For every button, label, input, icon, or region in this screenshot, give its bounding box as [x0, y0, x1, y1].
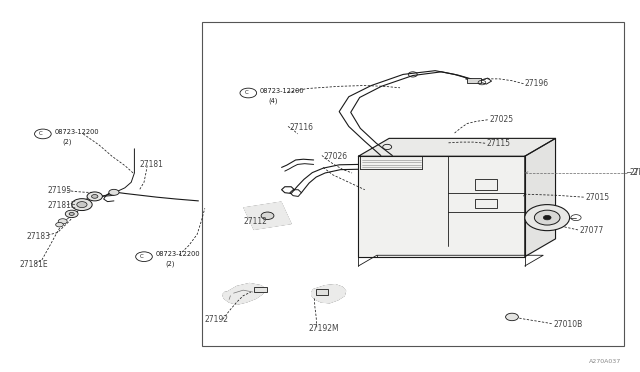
Text: 27192: 27192 [205, 315, 229, 324]
Circle shape [69, 212, 74, 215]
Circle shape [65, 210, 78, 218]
Text: 27181E: 27181E [48, 201, 77, 210]
Circle shape [77, 202, 87, 208]
Text: 27010: 27010 [629, 169, 640, 177]
Polygon shape [312, 285, 346, 303]
Text: 27025: 27025 [490, 115, 514, 124]
Polygon shape [358, 138, 556, 156]
Text: 27015: 27015 [586, 193, 610, 202]
Bar [475, 179, 497, 190]
Circle shape [72, 199, 92, 211]
Text: C: C [140, 254, 144, 259]
Text: A270A037: A270A037 [589, 359, 621, 364]
Text: 27181: 27181 [140, 160, 163, 169]
Bar [202, 22, 624, 346]
Text: 27115: 27115 [486, 139, 511, 148]
Text: (4): (4) [268, 97, 278, 104]
Text: 08723-12200: 08723-12200 [54, 129, 99, 135]
Polygon shape [358, 156, 525, 257]
Text: 08723-12200: 08723-12200 [156, 251, 200, 257]
Text: 08723-12200: 08723-12200 [260, 88, 305, 94]
Text: (2): (2) [165, 260, 175, 267]
Text: 27192M: 27192M [308, 324, 339, 333]
Circle shape [261, 212, 274, 219]
Bar [475, 199, 497, 208]
Text: 27181E: 27181E [19, 260, 48, 269]
Polygon shape [223, 283, 266, 304]
Text: (2): (2) [63, 138, 72, 145]
Circle shape [58, 219, 67, 224]
Circle shape [534, 210, 560, 225]
Circle shape [109, 189, 119, 195]
Text: 27010B: 27010B [554, 320, 583, 329]
Text: C: C [39, 131, 43, 137]
Bar [254, 287, 267, 292]
Circle shape [92, 195, 98, 198]
Text: 27196: 27196 [525, 79, 549, 88]
Text: 27026: 27026 [323, 152, 348, 161]
Circle shape [87, 192, 102, 201]
Bar [467, 78, 481, 83]
Circle shape [56, 222, 63, 227]
Polygon shape [525, 138, 556, 257]
Circle shape [525, 205, 570, 231]
Text: 27077: 27077 [579, 226, 604, 235]
Text: 27112: 27112 [243, 217, 267, 226]
Bar [316, 289, 328, 295]
Circle shape [543, 215, 551, 220]
Polygon shape [244, 202, 291, 230]
Circle shape [506, 313, 518, 321]
Text: 27116: 27116 [289, 123, 314, 132]
Text: 27183: 27183 [27, 232, 51, 241]
Text: C: C [244, 90, 248, 96]
Text: ─ 27010: ─ 27010 [626, 169, 640, 177]
Text: 27195: 27195 [48, 186, 72, 195]
